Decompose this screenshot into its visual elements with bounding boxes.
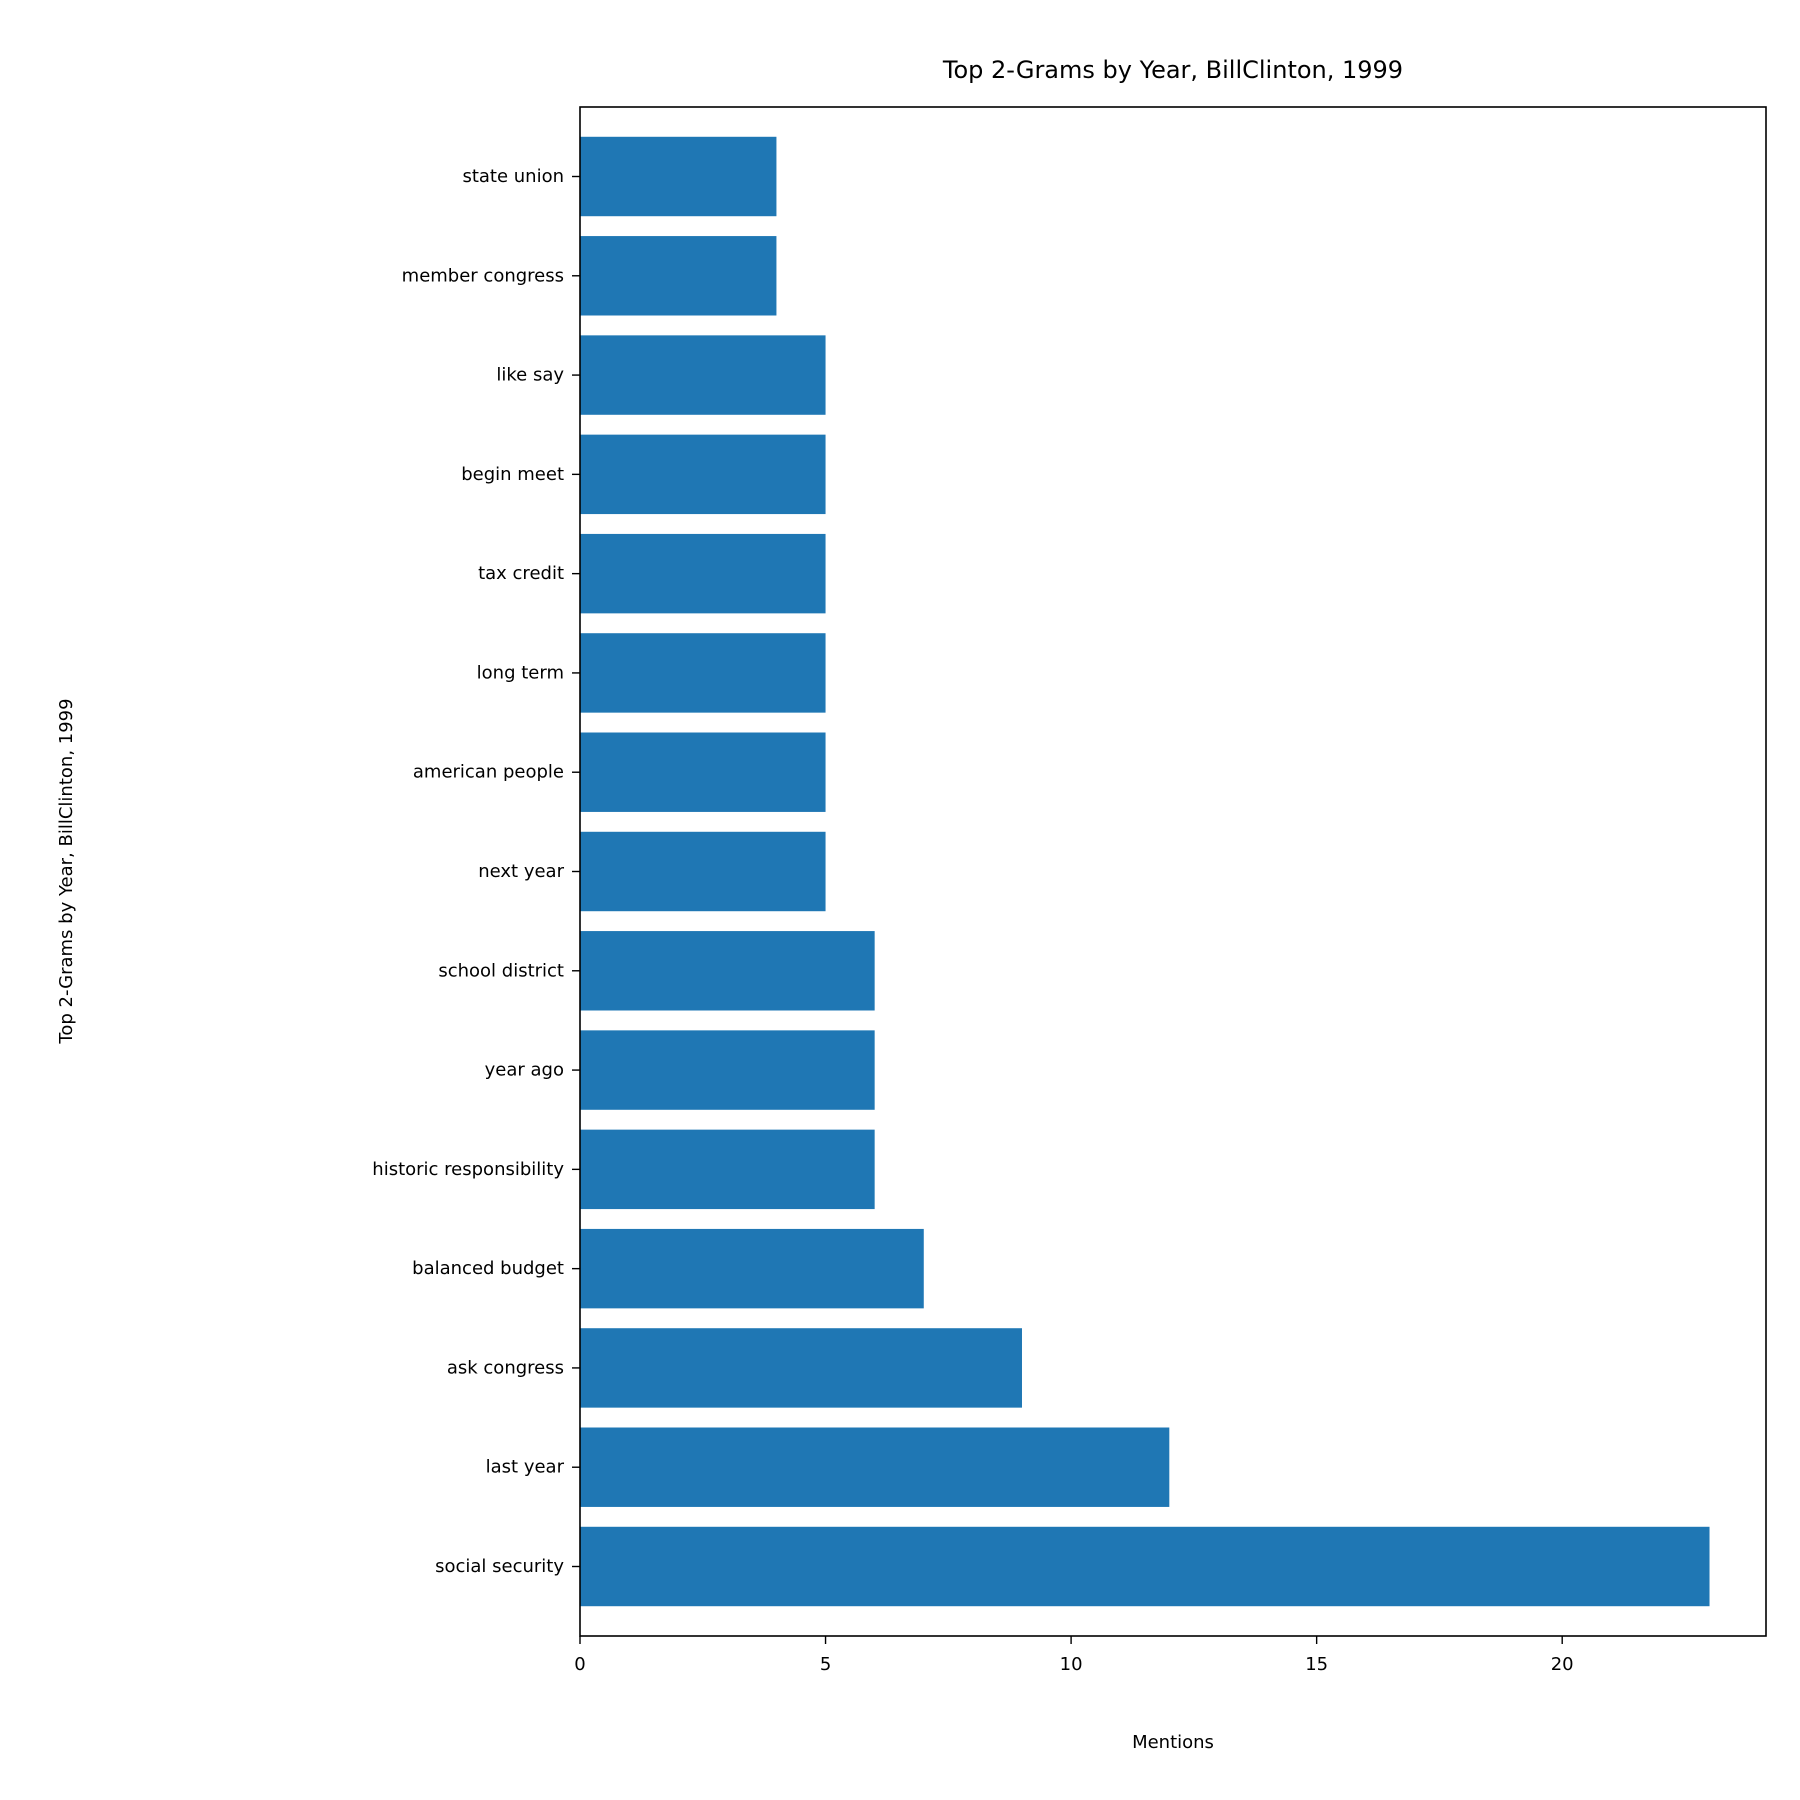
x-tick-label: 0 [574, 1654, 585, 1675]
bar-historic-responsibility [580, 1129, 875, 1210]
bar-ask-congress [580, 1328, 1022, 1408]
bar-american-people [580, 732, 826, 812]
y-tick-label: social security [435, 1556, 564, 1577]
y-axis-ticks: social security last year ask congress bala… [372, 166, 580, 1577]
bar-last-year [580, 1427, 1170, 1507]
y-tick-label: school district [438, 960, 564, 981]
x-tick-label: 5 [820, 1654, 831, 1675]
y-tick-label: begin meet [461, 464, 564, 485]
y-axis-label: Top 2-Grams by Year, BillClinton, 1999 [56, 698, 77, 1044]
bar-social-security [580, 1526, 1710, 1607]
bar-next-year [580, 831, 826, 912]
y-tick-label: ask congress [447, 1357, 564, 1378]
chart-title: Top 2-Grams by Year, BillClinton, 1999 [942, 56, 1403, 84]
bars-layer [580, 136, 1710, 1607]
x-tick-label: 10 [1060, 1654, 1083, 1675]
y-tick-label: last year [486, 1457, 565, 1478]
x-tick-label: 20 [1551, 1654, 1574, 1675]
y-tick-label: balanced budget [412, 1258, 564, 1279]
y-tick-label: american people [413, 762, 564, 783]
x-tick-label: 15 [1305, 1654, 1328, 1675]
y-tick-label: like say [496, 365, 564, 386]
bar-balanced-budget [580, 1228, 924, 1309]
y-tick-label: tax credit [478, 563, 564, 584]
y-tick-label: next year [478, 861, 564, 882]
bar-long-term [580, 633, 826, 713]
bar-begin-meet [580, 434, 826, 515]
bar-like-say [580, 335, 826, 415]
y-tick-label: historic responsibility [372, 1159, 564, 1180]
y-tick-label: state union [462, 166, 564, 187]
bar-member-congress [580, 236, 777, 316]
y-tick-label: long term [477, 662, 564, 683]
y-tick-label: year ago [485, 1060, 564, 1081]
bar-state-union [580, 136, 777, 217]
bar-year-ago [580, 1030, 875, 1110]
x-axis-ticks: 0 5 10 15 20 [574, 1636, 1574, 1675]
bar-tax-credit [580, 533, 826, 614]
bar-school-district [580, 931, 875, 1011]
y-tick-label: member congress [402, 265, 564, 286]
x-axis-label: Mentions [1132, 1732, 1214, 1753]
plot-frame [579, 106, 1767, 1637]
